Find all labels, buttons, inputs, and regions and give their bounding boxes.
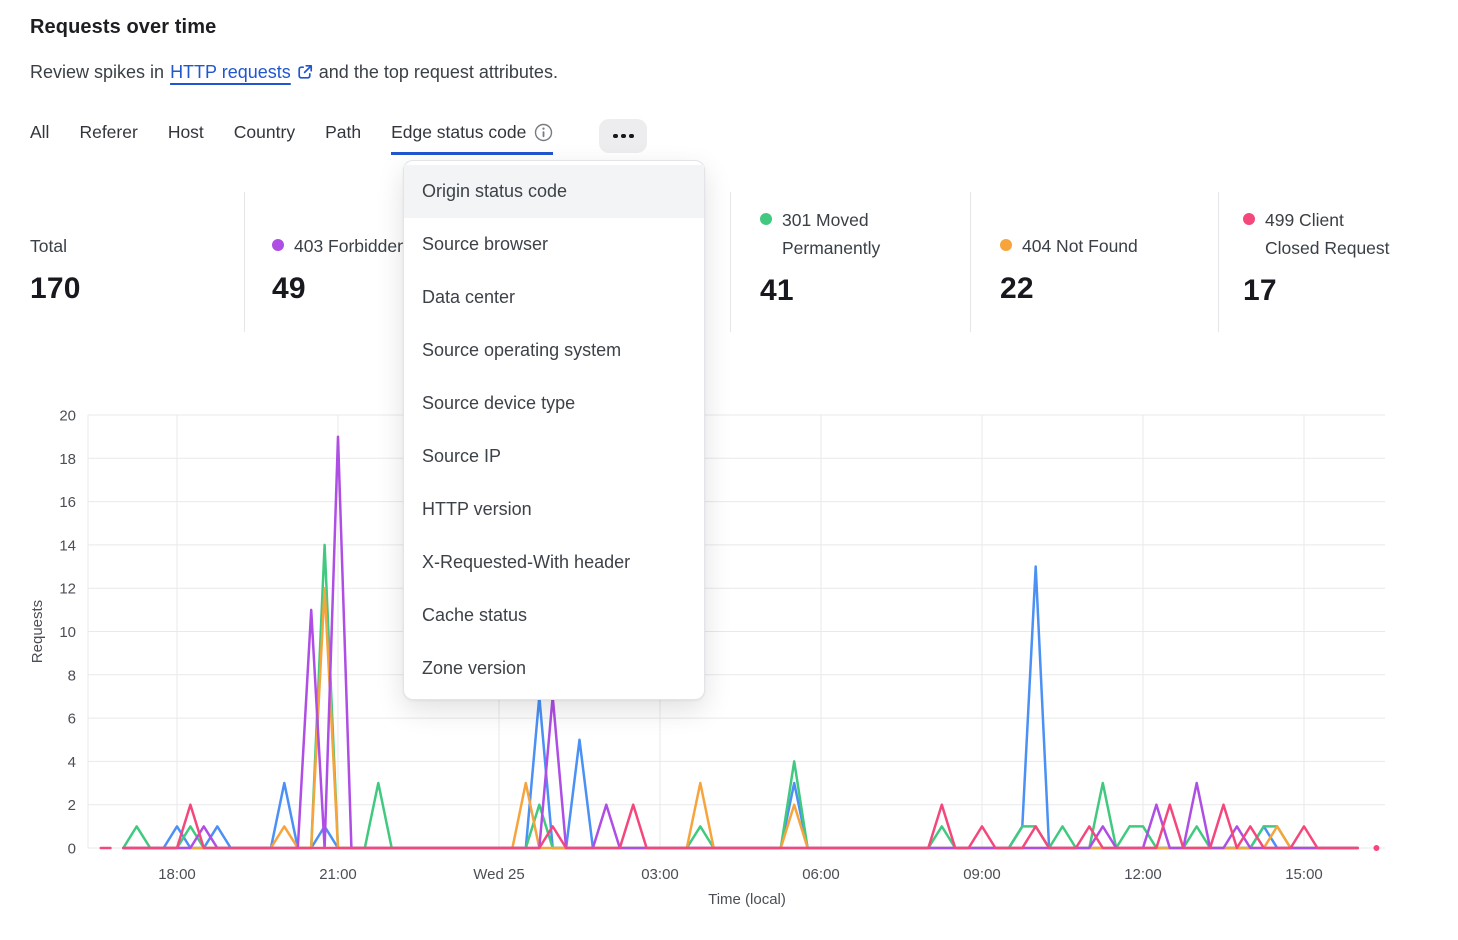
tab-country[interactable]: Country bbox=[234, 116, 295, 155]
x-tick-label: 06:00 bbox=[802, 866, 840, 883]
stat-divider bbox=[970, 192, 971, 332]
x-tick-label: 03:00 bbox=[641, 866, 679, 883]
y-tick-label: 14 bbox=[59, 537, 76, 554]
menu-item-origin-status-code[interactable]: Origin status code bbox=[404, 165, 704, 218]
attribute-tabs: All Referer Host Country Path Edge statu… bbox=[30, 116, 648, 155]
x-tick-label: 09:00 bbox=[963, 866, 1001, 883]
menu-item-http-version[interactable]: HTTP version bbox=[422, 499, 532, 519]
y-tick-label: 16 bbox=[59, 494, 76, 511]
y-tick-label: 6 bbox=[68, 711, 76, 728]
stat-499-client-closed-request: 499 Client Closed Request 17 bbox=[1243, 206, 1393, 308]
external-link-icon bbox=[298, 64, 312, 79]
menu-item-source-operating-system[interactable]: Source operating system bbox=[422, 340, 622, 360]
y-tick-label: 10 bbox=[59, 624, 76, 641]
x-axis-title: Time (local) bbox=[708, 891, 786, 908]
menu-item-cache-status[interactable]: Cache status bbox=[422, 605, 528, 625]
x-tick-label: 21:00 bbox=[319, 866, 357, 883]
stat-dot-2 bbox=[760, 213, 772, 225]
stat-404-value: 22 bbox=[1000, 272, 1034, 305]
stat-divider bbox=[244, 192, 245, 332]
stat-total-value: 170 bbox=[30, 272, 81, 305]
page-subtitle: Review spikes in HTTP requests and the t… bbox=[30, 62, 558, 83]
tab-edge-status-code[interactable]: Edge status code bbox=[391, 116, 554, 155]
requests-over-time-chart: 0 2 4 6 8 10 12 14 16 18 20 18:00 21:00 Wed 25 03:00 06… bbox=[29, 408, 1385, 908]
chart-line-4 bbox=[122, 803, 1359, 850]
menu-item-x-requested-with-header[interactable]: X-Requested-With header bbox=[422, 552, 631, 572]
stat-divider bbox=[730, 192, 731, 332]
summary-stats: Total 170 403 Forbidden 49 301 Moved Per… bbox=[0, 0, 1458, 340]
y-tick-label: 8 bbox=[68, 667, 76, 684]
stat-total: Total 170 bbox=[30, 236, 81, 305]
page-title: Requests over time bbox=[30, 16, 217, 38]
stat-499-value: 17 bbox=[1243, 274, 1277, 307]
stat-404-not-found: 404 Not Found 22 bbox=[1000, 236, 1138, 305]
http-requests-link[interactable]: HTTP requests bbox=[170, 62, 313, 83]
chart-line-3 bbox=[122, 435, 1359, 850]
tab-referer[interactable]: Referer bbox=[79, 116, 137, 155]
stat-403-forbidden: 403 Forbidden 49 bbox=[272, 236, 407, 305]
y-tick-label: 4 bbox=[68, 754, 76, 771]
stat-dot-1 bbox=[272, 239, 284, 251]
tab-host[interactable]: Host bbox=[168, 116, 204, 155]
chart-line-0 bbox=[122, 565, 1359, 850]
stat-dot-4 bbox=[1243, 213, 1255, 225]
x-tick-label: 18:00 bbox=[158, 866, 196, 883]
subtitle-suffix: and the top request attributes. bbox=[318, 62, 558, 82]
subtitle-prefix: Review spikes in bbox=[30, 62, 165, 82]
y-axis-title: Requests bbox=[29, 600, 46, 663]
y-tick-label: 12 bbox=[59, 581, 76, 598]
stat-301-value: 41 bbox=[760, 274, 794, 307]
info-icon[interactable] bbox=[534, 123, 553, 142]
chart-line-end-dot bbox=[1373, 845, 1380, 851]
x-tick-label: Wed 25 bbox=[473, 866, 524, 883]
menu-item-source-browser[interactable]: Source browser bbox=[422, 234, 549, 254]
x-tick-label: 12:00 bbox=[1124, 866, 1162, 883]
attribute-dropdown-menu: Origin status code Source browser Data c… bbox=[403, 160, 705, 700]
menu-item-source-device-type[interactable]: Source device type bbox=[422, 393, 576, 413]
stat-divider bbox=[1218, 192, 1219, 332]
menu-item-data-center[interactable]: Data center bbox=[422, 287, 516, 307]
menu-item-zone-version[interactable]: Zone version bbox=[422, 658, 527, 678]
menu-item-source-ip[interactable]: Source IP bbox=[422, 446, 502, 466]
y-tick-label: 20 bbox=[59, 408, 76, 425]
x-tick-label: 15:00 bbox=[1285, 866, 1323, 883]
chart-line-1 bbox=[122, 543, 1359, 850]
tab-all[interactable]: All bbox=[30, 116, 49, 155]
y-tick-label: 0 bbox=[68, 841, 76, 858]
stat-dot-3 bbox=[1000, 239, 1012, 251]
y-tick-label: 2 bbox=[68, 797, 76, 814]
more-tabs-button[interactable] bbox=[599, 119, 648, 153]
stat-301-moved-permanently: 301 Moved Permanently 41 bbox=[760, 206, 940, 308]
stat-403-value: 49 bbox=[272, 272, 306, 305]
ellipsis-icon bbox=[613, 133, 618, 139]
y-tick-label: 18 bbox=[59, 451, 76, 468]
tab-path[interactable]: Path bbox=[325, 116, 361, 155]
